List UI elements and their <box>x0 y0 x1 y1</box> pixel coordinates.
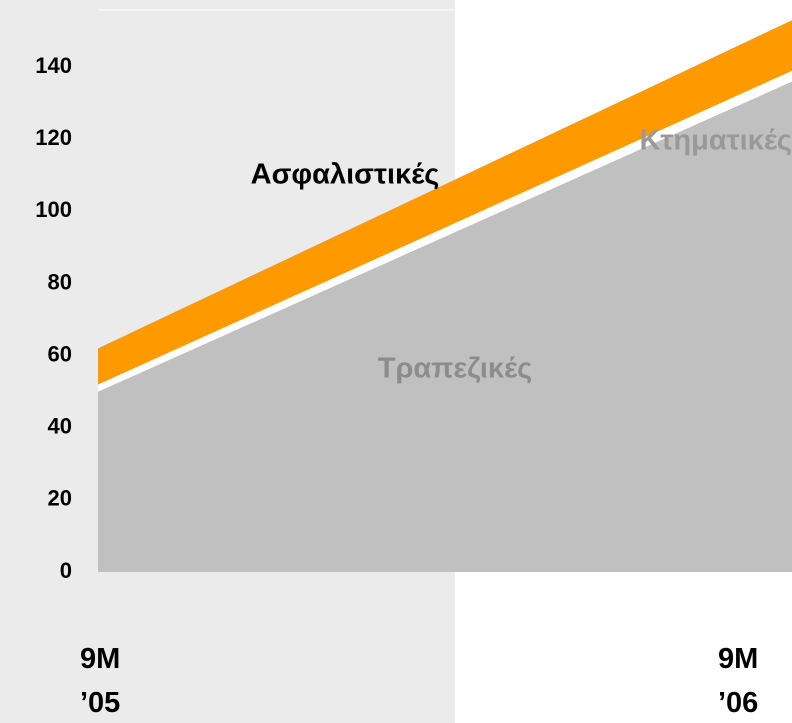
area <box>98 70 792 392</box>
x-tick-label-line: ’06 <box>718 687 758 719</box>
series-label: Τραπεζικές <box>378 353 533 385</box>
x-tick-label: 9M ’06 <box>718 643 758 719</box>
series-label: Ασφαλιστικές <box>251 159 440 191</box>
y-tick-label: 100 <box>35 197 72 222</box>
y-tick-label: 20 <box>48 486 72 511</box>
y-tick-label: 0 <box>60 558 72 583</box>
y-tick-label: 60 <box>48 341 72 366</box>
x-tick-label: 9M ’05 <box>80 643 120 719</box>
x-tick-label-line: ’05 <box>80 687 120 719</box>
y-tick-label: 80 <box>48 269 72 294</box>
x-tick-label-line: 9M <box>718 643 758 675</box>
y-tick-label: 140 <box>35 53 72 78</box>
y-tick-label: 120 <box>35 125 72 150</box>
y-tick-label: 40 <box>48 414 72 439</box>
x-tick-label-line: 9M <box>80 643 120 675</box>
area <box>98 81 792 572</box>
series-label: Κτηματικές <box>639 125 792 157</box>
area <box>98 20 792 385</box>
